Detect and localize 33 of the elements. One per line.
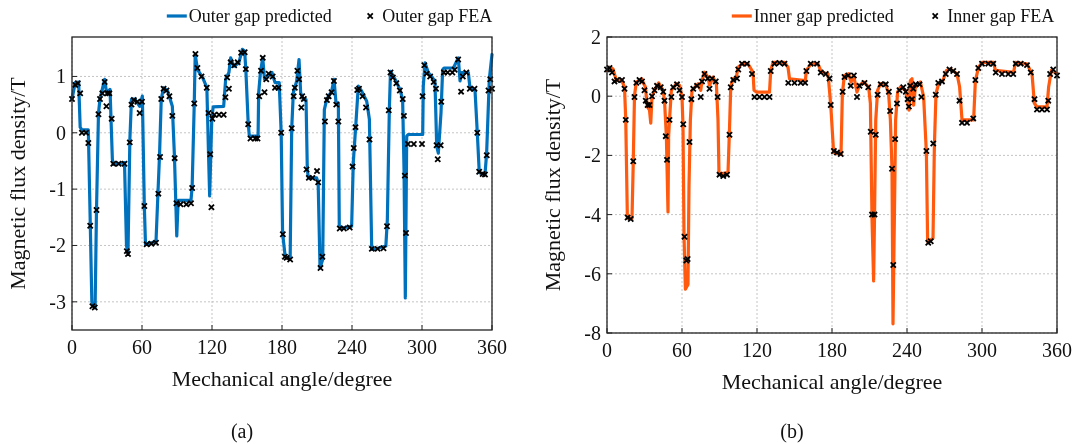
y-tick-label: -1 bbox=[49, 178, 66, 201]
x-tick-label: 300 bbox=[407, 336, 437, 358]
text: (b) bbox=[780, 420, 804, 443]
y-tick-label: 1 bbox=[56, 65, 66, 88]
y-axis-title: Magnetic flux density/T bbox=[5, 76, 30, 290]
y-tick-label: -8 bbox=[584, 322, 601, 344]
x-tick-label: 120 bbox=[742, 339, 772, 361]
y-tick-label: -2 bbox=[49, 234, 66, 257]
x-tick-label: 60 bbox=[132, 336, 152, 358]
legend-label: Inner gap predicted bbox=[753, 6, 894, 26]
x-axis-title: Mechanical angle/degree bbox=[721, 369, 943, 394]
y-tick-label: 0 bbox=[56, 121, 66, 144]
x-tick-label: 180 bbox=[267, 336, 297, 358]
text: (a) bbox=[230, 420, 254, 443]
y-tick-label: -6 bbox=[584, 262, 601, 285]
x-tick-label: 60 bbox=[672, 339, 692, 361]
y-axis-title: Magnetic flux density/T bbox=[540, 78, 565, 292]
x-tick-label: 180 bbox=[817, 339, 847, 361]
legend-label: Outer gap FEA bbox=[382, 6, 493, 26]
x-tick-label: 360 bbox=[1042, 339, 1072, 361]
x-tick-label: 240 bbox=[892, 339, 922, 361]
x-axis-title: Mechanical angle/degree bbox=[171, 366, 393, 391]
y-tick-label: 0 bbox=[591, 85, 601, 108]
y-tick-label: -3 bbox=[49, 290, 66, 313]
x-tick-label: 300 bbox=[967, 339, 997, 361]
x-tick-label: 360 bbox=[477, 336, 507, 358]
y-tick-label: -2 bbox=[584, 144, 601, 167]
y-tick-label: -4 bbox=[584, 203, 601, 226]
y-tick-label: 2 bbox=[591, 26, 601, 48]
legend-label: Inner gap FEA bbox=[947, 6, 1055, 26]
x-tick-label: 120 bbox=[197, 336, 227, 358]
x-tick-label: 240 bbox=[337, 336, 367, 358]
legend-label: Outer gap predicted bbox=[188, 6, 332, 26]
